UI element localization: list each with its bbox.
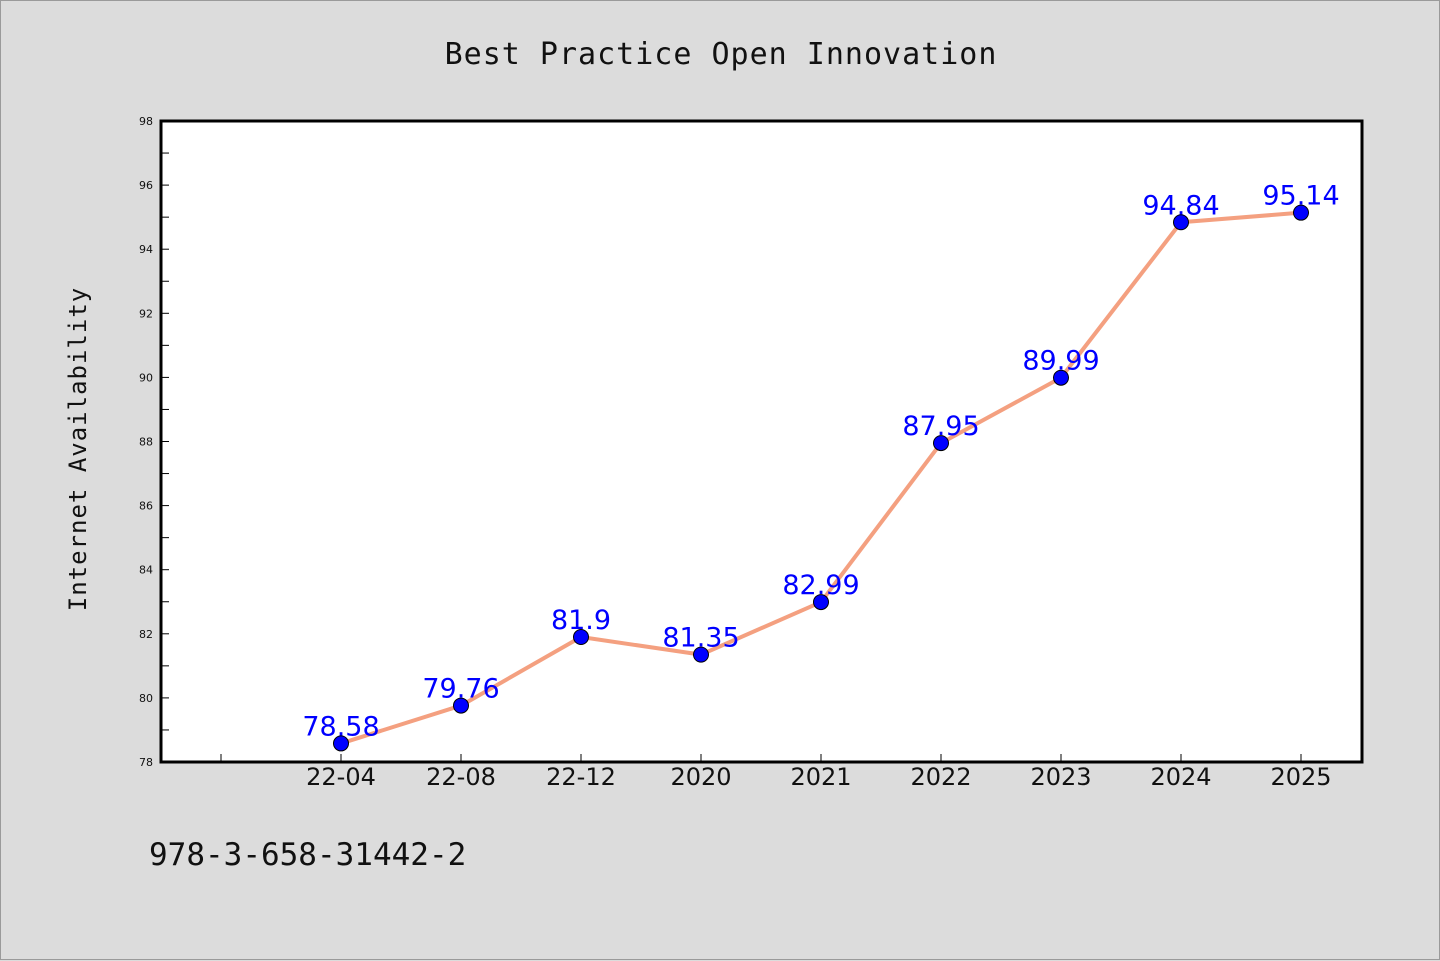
x-tick-label: 22-12 bbox=[546, 763, 616, 791]
data-label: 87.95 bbox=[902, 411, 979, 442]
data-point bbox=[333, 735, 349, 752]
x-tick-label: 22-04 bbox=[306, 763, 376, 791]
data-point bbox=[813, 594, 829, 611]
y-tick-label: 80 bbox=[139, 692, 153, 705]
x-tick-label: 2023 bbox=[1030, 763, 1091, 791]
y-tick-label: 98 bbox=[139, 115, 153, 128]
y-tick-label: 96 bbox=[139, 179, 153, 192]
data-label: 82.99 bbox=[782, 570, 859, 601]
y-tick-label: 84 bbox=[139, 564, 153, 577]
y-tick-label: 86 bbox=[139, 500, 153, 513]
data-label: 95.14 bbox=[1262, 181, 1339, 212]
data-labels: 78.58 79.76 81.9 81.35 82.99 87.95 89.99 94.84 9… bbox=[302, 181, 1339, 743]
y-tick-label: 90 bbox=[139, 371, 153, 384]
data-label: 79.76 bbox=[422, 674, 499, 705]
data-point bbox=[693, 646, 709, 663]
data-point bbox=[1293, 204, 1309, 221]
y-tick-label: 88 bbox=[139, 436, 153, 449]
plot-border bbox=[159, 119, 1364, 764]
y-tick-label: 82 bbox=[139, 628, 153, 641]
data-point bbox=[573, 629, 589, 646]
data-point bbox=[933, 435, 949, 452]
y-tick-label: 92 bbox=[139, 307, 153, 320]
y-tick-label: 94 bbox=[139, 243, 153, 256]
data-point bbox=[453, 697, 469, 714]
data-label: 81.9 bbox=[551, 605, 611, 636]
x-tick-label: 22-08 bbox=[426, 763, 496, 791]
data-label: 78.58 bbox=[302, 711, 379, 742]
x-tick-label: 2021 bbox=[790, 763, 851, 791]
y-axis-label: Internet Availability bbox=[64, 287, 92, 611]
y-tick-label: 78 bbox=[139, 756, 153, 769]
data-point bbox=[1173, 214, 1189, 231]
chart-title: Best Practice Open Innovation bbox=[445, 37, 998, 72]
y-axis: 78 80 82 84 86 88 90 92 94 96 98 bbox=[139, 115, 169, 769]
data-label: 81.35 bbox=[662, 623, 739, 654]
x-tick-label: 2022 bbox=[910, 763, 971, 791]
data-series bbox=[333, 204, 1309, 752]
plot-area bbox=[161, 121, 1362, 762]
x-tick-label: 2024 bbox=[1150, 763, 1211, 791]
x-tick-label: 2025 bbox=[1270, 763, 1331, 791]
x-axis: 22-04 22-08 22-12 2020 2021 2022 2023 2024 2025 bbox=[220, 754, 1332, 791]
x-tick-label: 2020 bbox=[670, 763, 731, 791]
data-point bbox=[1053, 369, 1069, 386]
footer-isbn: 978-3-658-31442-2 bbox=[149, 837, 466, 873]
data-label: 94.84 bbox=[1142, 190, 1219, 221]
data-label: 89.99 bbox=[1022, 346, 1099, 377]
